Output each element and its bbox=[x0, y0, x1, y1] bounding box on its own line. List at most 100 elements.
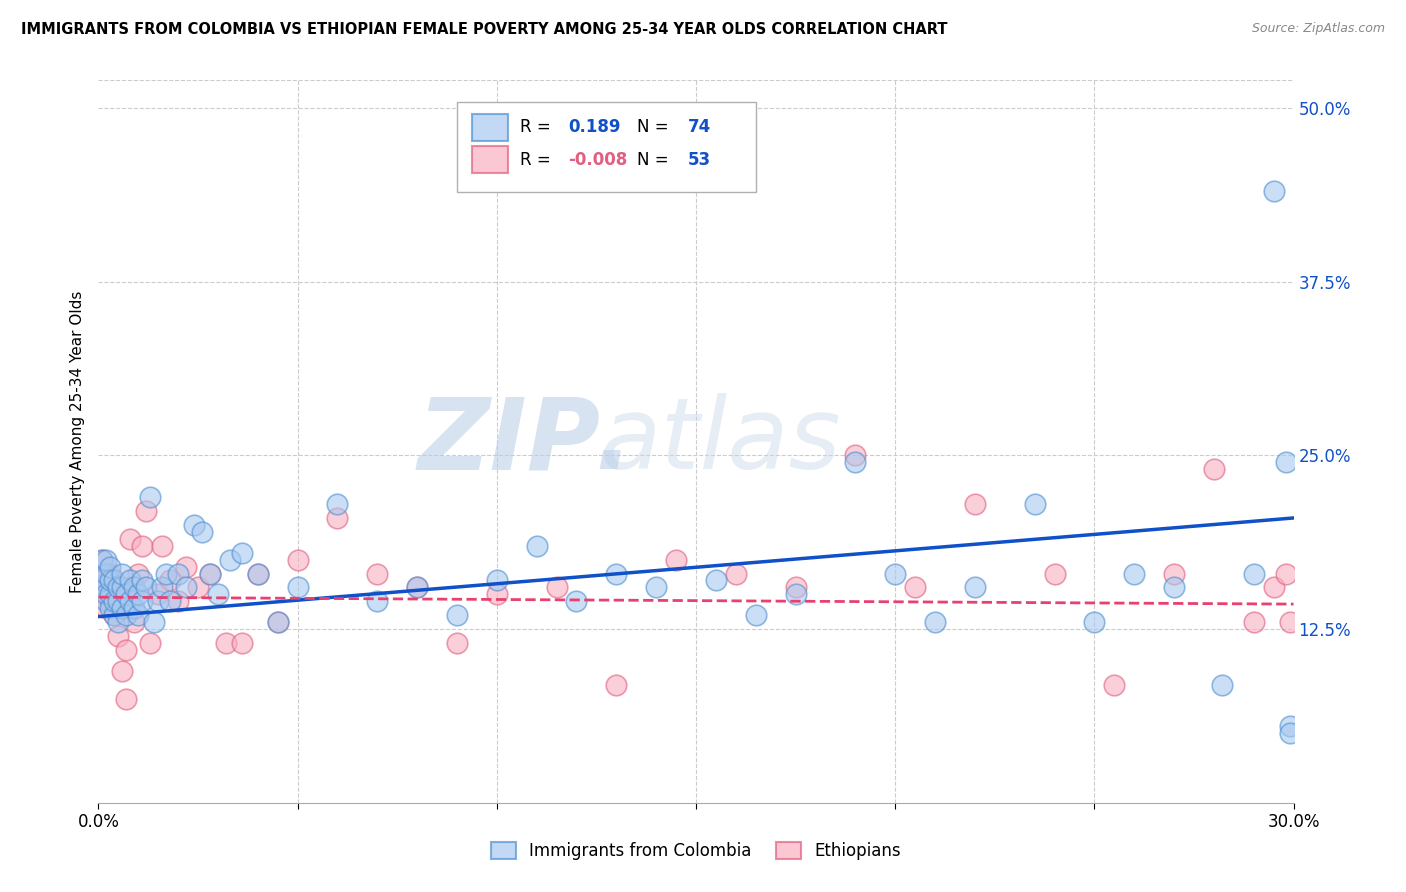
Point bbox=[187, 581, 209, 595]
Y-axis label: Female Poverty Among 25-34 Year Olds: Female Poverty Among 25-34 Year Olds bbox=[69, 291, 84, 592]
Point bbox=[131, 574, 153, 588]
Point bbox=[1278, 615, 1301, 630]
Point bbox=[1163, 566, 1185, 581]
Point bbox=[844, 455, 866, 469]
Point bbox=[198, 566, 221, 581]
FancyBboxPatch shape bbox=[457, 102, 756, 193]
Point bbox=[91, 574, 114, 588]
Point bbox=[139, 490, 162, 504]
Point bbox=[1163, 581, 1185, 595]
Point bbox=[904, 581, 927, 595]
Point bbox=[120, 574, 142, 588]
Point bbox=[96, 594, 118, 608]
Point bbox=[963, 581, 986, 595]
Point bbox=[1211, 678, 1233, 692]
Point bbox=[215, 636, 238, 650]
Point bbox=[546, 581, 568, 595]
Point bbox=[98, 587, 122, 601]
Text: Source: ZipAtlas.com: Source: ZipAtlas.com bbox=[1251, 22, 1385, 36]
Text: IMMIGRANTS FROM COLOMBIA VS ETHIOPIAN FEMALE POVERTY AMONG 25-34 YEAR OLDS CORRE: IMMIGRANTS FROM COLOMBIA VS ETHIOPIAN FE… bbox=[21, 22, 948, 37]
Point bbox=[605, 566, 627, 581]
Point bbox=[1043, 566, 1066, 581]
Point bbox=[267, 615, 290, 630]
Point bbox=[103, 587, 125, 601]
Point bbox=[98, 601, 122, 615]
Point bbox=[91, 552, 114, 566]
Point bbox=[665, 552, 688, 566]
Point bbox=[107, 581, 129, 595]
Point bbox=[135, 581, 157, 595]
Point bbox=[111, 601, 134, 615]
Point bbox=[526, 539, 548, 553]
Point bbox=[207, 587, 229, 601]
Point bbox=[111, 581, 134, 595]
Point bbox=[155, 566, 177, 581]
Point bbox=[167, 566, 190, 581]
Point bbox=[174, 581, 197, 595]
Point bbox=[191, 524, 214, 539]
Point bbox=[107, 594, 129, 608]
Point bbox=[120, 532, 142, 546]
Point bbox=[96, 601, 118, 615]
Point bbox=[103, 608, 125, 623]
Text: -0.008: -0.008 bbox=[568, 151, 627, 169]
Point bbox=[565, 594, 588, 608]
Point bbox=[111, 566, 134, 581]
Point bbox=[231, 636, 253, 650]
Text: 0.189: 0.189 bbox=[568, 119, 620, 136]
Point bbox=[148, 594, 170, 608]
Text: 53: 53 bbox=[688, 151, 710, 169]
Point bbox=[103, 608, 125, 623]
Point bbox=[645, 581, 668, 595]
Point bbox=[844, 449, 866, 463]
Point bbox=[98, 566, 122, 581]
Point bbox=[326, 511, 349, 525]
Point bbox=[124, 581, 146, 595]
Point bbox=[1243, 615, 1265, 630]
Point bbox=[91, 581, 114, 595]
Point bbox=[115, 691, 138, 706]
Point bbox=[1083, 615, 1105, 630]
Point bbox=[924, 615, 946, 630]
Point bbox=[127, 608, 149, 623]
Point bbox=[115, 587, 138, 601]
Point bbox=[724, 566, 747, 581]
Point bbox=[1104, 678, 1126, 692]
Point bbox=[96, 566, 118, 581]
Point bbox=[96, 581, 118, 595]
Point bbox=[406, 581, 429, 595]
Point bbox=[174, 559, 197, 574]
Point bbox=[124, 601, 146, 615]
Point bbox=[1123, 566, 1146, 581]
Text: atlas: atlas bbox=[600, 393, 842, 490]
Point bbox=[1278, 719, 1301, 733]
Point bbox=[96, 587, 118, 601]
Point bbox=[219, 552, 242, 566]
Point bbox=[167, 594, 190, 608]
Point bbox=[1024, 497, 1046, 511]
Point bbox=[139, 636, 162, 650]
Point bbox=[103, 574, 125, 588]
Point bbox=[446, 608, 468, 623]
Point bbox=[98, 594, 122, 608]
FancyBboxPatch shape bbox=[472, 113, 509, 141]
Point bbox=[127, 587, 149, 601]
Point bbox=[1202, 462, 1225, 476]
Point bbox=[1263, 185, 1285, 199]
Point bbox=[159, 574, 181, 588]
Point bbox=[107, 594, 129, 608]
Point bbox=[91, 574, 114, 588]
Point bbox=[446, 636, 468, 650]
Point bbox=[485, 587, 508, 601]
Text: N =: N = bbox=[637, 119, 675, 136]
Point bbox=[287, 552, 309, 566]
Point bbox=[785, 587, 807, 601]
Point bbox=[127, 566, 149, 581]
Point bbox=[1243, 566, 1265, 581]
Point bbox=[198, 566, 221, 581]
FancyBboxPatch shape bbox=[472, 146, 509, 173]
Point bbox=[287, 581, 309, 595]
Point bbox=[1274, 566, 1296, 581]
Point bbox=[1263, 581, 1285, 595]
Text: R =: R = bbox=[520, 119, 557, 136]
